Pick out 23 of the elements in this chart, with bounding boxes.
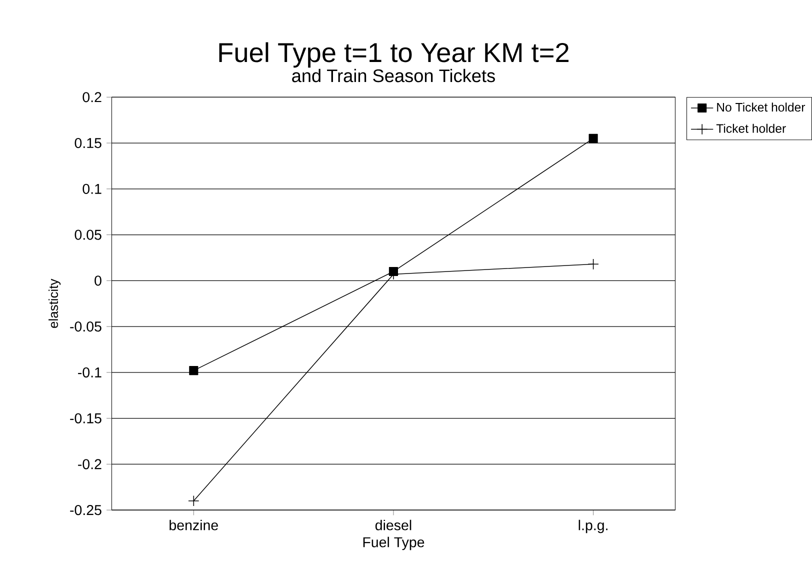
y-tick-label: 0.2 <box>82 92 102 102</box>
x-tick-label: diesel <box>375 520 412 530</box>
y-tick-label: -0.1 <box>78 367 102 378</box>
point <box>189 366 198 376</box>
point <box>588 134 598 143</box>
x-tick-label: l.p.g. <box>578 520 608 533</box>
y-tick-label: 0 <box>94 276 102 286</box>
y-tick-label: 0.15 <box>74 138 102 148</box>
x-axis-title: Fuel Type <box>363 536 424 550</box>
legend-label: No Ticket holder <box>717 102 806 112</box>
legend-label: Ticket holder <box>716 124 786 133</box>
point <box>188 495 200 506</box>
point <box>588 258 599 270</box>
x-tick-label: benzine <box>170 520 218 530</box>
y-tick-label: 0.05 <box>74 230 102 240</box>
y-tick-label: -0.15 <box>70 413 102 424</box>
y-tick-label: 0.1 <box>82 184 102 194</box>
y-tick-label: -0.2 <box>78 459 102 470</box>
y-tick-label: -0.05 <box>70 321 102 332</box>
chart-subtitle: and Train Season Tickets <box>292 68 495 82</box>
chart-title: Fuel Type t=1 to Year KM t=2 <box>219 42 569 68</box>
y-tick-label: -0.25 <box>70 504 102 516</box>
y-axis-title: elasticity <box>48 278 61 328</box>
